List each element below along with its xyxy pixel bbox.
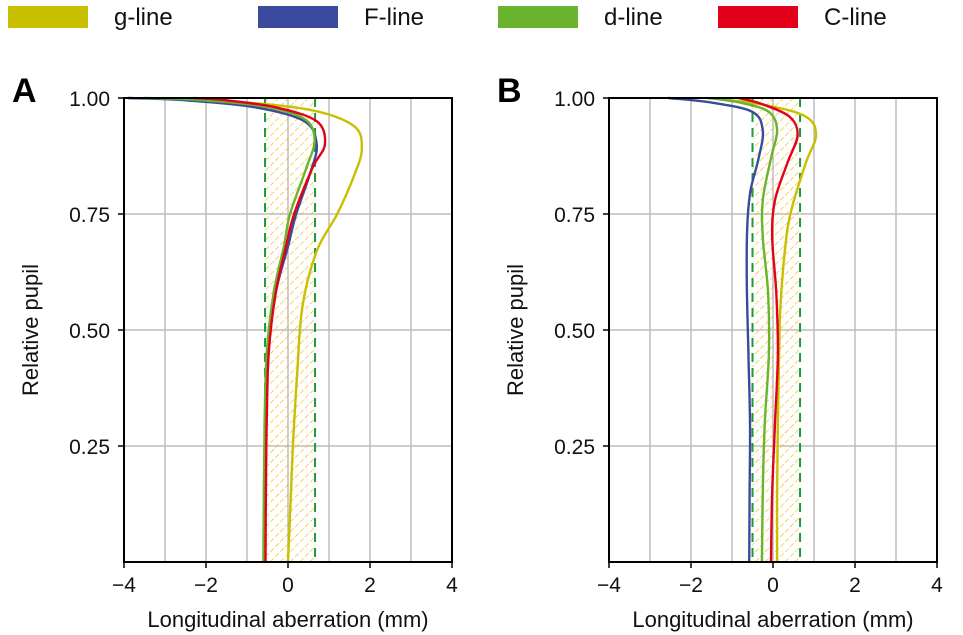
x-tick-label: −2 [194,574,218,597]
x-axis-label: Longitudinal aberration (mm) [147,607,428,632]
series-g-line [128,96,364,562]
x-tick-label: 2 [849,574,861,597]
legend-label: g-line [114,4,173,31]
y-tick-label: 0.50 [554,320,595,343]
x-tick-label: 2 [364,574,376,597]
x-tick-label: −4 [112,574,136,597]
y-tick-label: 0.25 [69,436,110,459]
x-tick-label: 4 [931,574,943,597]
legend-label: C-line [824,4,887,31]
y-tick-label: 1.00 [69,88,110,111]
legend-swatch [498,6,578,28]
y-tick-label: 1.00 [554,88,595,111]
x-tick-label: 4 [446,574,458,597]
legend-swatch [258,6,338,28]
series-d-line [707,96,779,562]
legend-item-d-line: d-line [498,4,663,31]
panel-label: A [12,72,37,110]
series-F-line [668,96,765,562]
legend-label: d-line [604,4,663,31]
panel-B: −4 −2 0 2 4 0.25 0.50 0.75 1.00 Longitudinal aber… [497,72,943,632]
x-axis-label: Longitudinal aberration (mm) [632,607,913,632]
x-tick-label: −4 [597,574,621,597]
legend-item-g-line: g-line [8,4,173,31]
legend-item-C-line: C-line [718,4,887,31]
x-tick-label: 0 [282,574,294,597]
series-g-line [711,96,818,562]
legend-label: F-line [364,4,424,31]
y-tick-label: 0.25 [554,436,595,459]
y-axis-label: Relative pupil [18,264,43,396]
x-tick-label: 0 [767,574,779,597]
legend-swatch [718,6,798,28]
y-tick-label: 0.75 [69,204,110,227]
y-tick-label: 0.75 [554,204,595,227]
y-tick-label: 0.50 [69,320,110,343]
series-C-line [193,96,327,562]
x-tick-label: −2 [679,574,703,597]
legend: g-line F-line d-line C-line [8,4,887,31]
tolerance-band [265,98,316,562]
legend-swatch [8,6,88,28]
y-axis-label: Relative pupil [503,264,528,396]
panel-label: B [497,72,522,110]
series-C-line [737,96,799,562]
legend-item-F-line: F-line [258,4,424,31]
series-d-line [144,96,316,562]
panel-A: −4 −2 0 2 4 0.25 0.50 0.75 1.00 Longitudinal aber… [12,72,458,632]
